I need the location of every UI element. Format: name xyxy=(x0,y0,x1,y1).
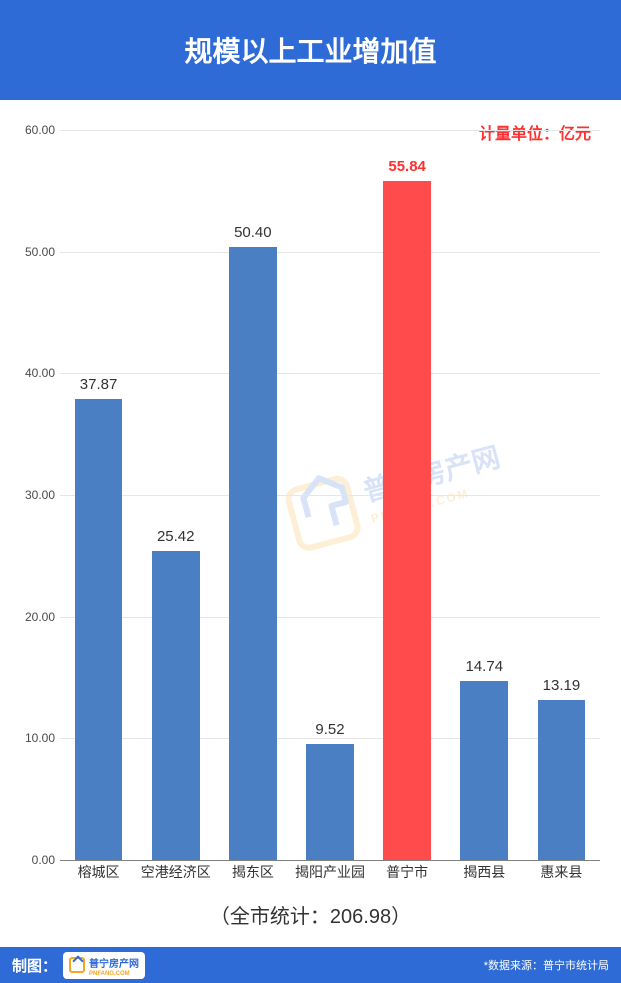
footer-left: 制图： 普宁房产网 PNFANG.COM xyxy=(12,952,145,979)
y-tick-label: 60.00 xyxy=(15,123,55,137)
bar xyxy=(306,744,354,860)
bar-value-label: 37.87 xyxy=(60,376,137,393)
footer-source: *数据来源：普宁市统计局 xyxy=(484,957,609,973)
bar-group: 55.84普宁市 xyxy=(369,130,446,860)
bar-group: 9.52揭阳产业园 xyxy=(291,130,368,860)
x-category-label: 普宁市 xyxy=(369,862,446,882)
footer-logo-text: 普宁房产网 xyxy=(89,959,139,970)
page-title: 规模以上工业增加值 xyxy=(184,30,436,70)
footer-logo-subtext: PNFANG.COM xyxy=(89,971,139,977)
x-category-label: 空港经济区 xyxy=(137,862,214,882)
bar-group: 13.19惠来县 xyxy=(523,130,600,860)
bar-value-label: 14.74 xyxy=(446,658,523,675)
bar-group: 25.42空港经济区 xyxy=(137,130,214,860)
x-category-label: 揭东区 xyxy=(214,862,291,882)
header-bar: 规模以上工业增加值 xyxy=(0,0,621,100)
bar-value-label: 50.40 xyxy=(214,224,291,241)
y-tick-label: 10.00 xyxy=(15,731,55,745)
footer-bar: 制图： 普宁房产网 PNFANG.COM *数据来源：普宁市统计局 xyxy=(0,947,621,983)
bar xyxy=(538,700,586,860)
bar xyxy=(460,681,508,860)
bar-value-label: 25.42 xyxy=(137,528,214,545)
bar xyxy=(383,181,431,860)
x-category-label: 惠来县 xyxy=(523,862,600,882)
footer-credit-label: 制图： xyxy=(12,955,57,976)
gridline xyxy=(60,860,600,861)
bar-value-label: 55.84 xyxy=(369,158,446,175)
y-tick-label: 20.00 xyxy=(15,610,55,624)
bar xyxy=(229,247,277,860)
footer-logo: 普宁房产网 PNFANG.COM xyxy=(63,952,145,979)
x-category-label: 揭阳产业园 xyxy=(291,862,368,882)
x-category-label: 揭西县 xyxy=(446,862,523,882)
y-tick-label: 50.00 xyxy=(15,245,55,259)
plot-region: 0.0010.0020.0030.0040.0050.0060.0037.87榕… xyxy=(60,130,600,860)
bar-group: 50.40揭东区 xyxy=(214,130,291,860)
y-tick-label: 30.00 xyxy=(15,488,55,502)
bar-value-label: 13.19 xyxy=(523,677,600,694)
subtitle-total: （全市统计：206.98） xyxy=(0,900,621,929)
bar-value-label: 9.52 xyxy=(291,721,368,738)
x-category-label: 榕城区 xyxy=(60,862,137,882)
bar-group: 14.74揭西县 xyxy=(446,130,523,860)
bar xyxy=(75,399,123,860)
chart-area: 计量单位：亿元 普宁房产网 PNFANG.COM 0.0010.0020.003… xyxy=(0,100,621,947)
house-icon xyxy=(69,957,85,973)
y-tick-label: 0.00 xyxy=(15,853,55,867)
y-tick-label: 40.00 xyxy=(15,366,55,380)
bar-group: 37.87榕城区 xyxy=(60,130,137,860)
bar xyxy=(152,551,200,860)
